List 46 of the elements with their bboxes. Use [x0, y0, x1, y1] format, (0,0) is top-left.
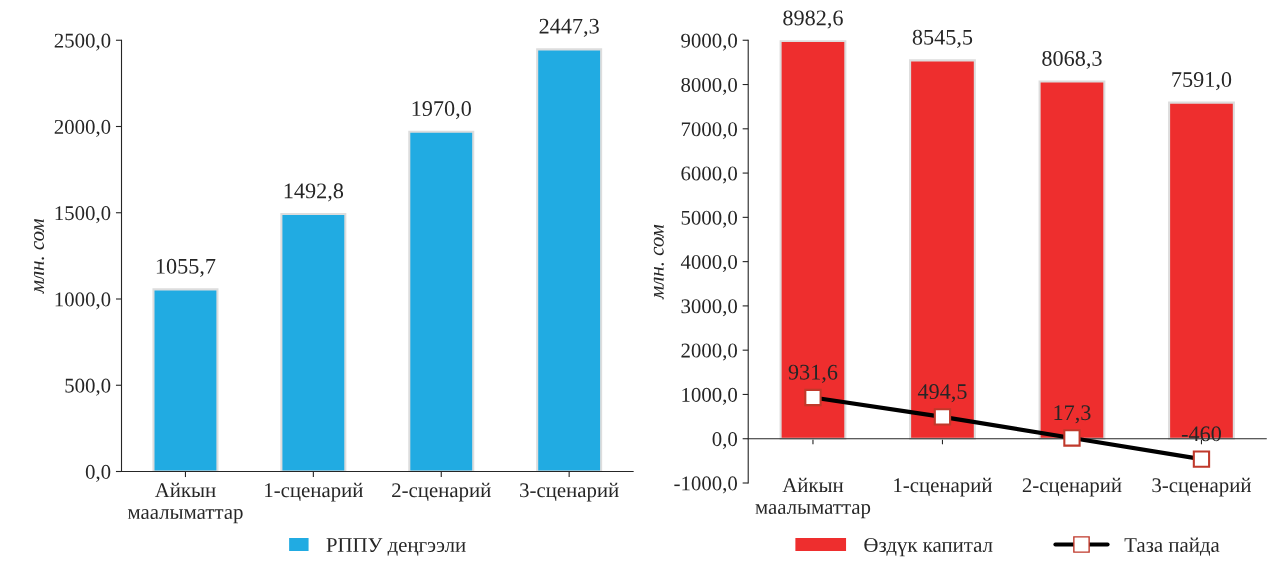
data-label: 494,5 [917, 384, 967, 403]
legend-label: Өздүк капитал [864, 538, 993, 557]
x-tick-label: 2-сценарий [392, 482, 491, 502]
y-tick-label: 9000,0 [681, 33, 737, 51]
legend-label: РППУ деңгээли [326, 538, 466, 556]
y-tick-label: -1000,0 [674, 476, 737, 494]
bar [152, 288, 219, 472]
y-tick-label: 6000,0 [681, 166, 737, 184]
y-tick-label: 500,0 [65, 378, 111, 396]
y-tick-label: 7000,0 [681, 122, 737, 140]
bar [408, 130, 475, 472]
y-tick-label: 0,0 [712, 432, 737, 450]
y-tick-label: 3000,0 [681, 299, 737, 317]
bar [536, 48, 603, 472]
bar [280, 212, 347, 472]
y-tick-label: 8000,0 [681, 77, 737, 95]
data-label: 17,3 [1054, 405, 1091, 424]
data-label: 7591,0 [1172, 72, 1232, 91]
legend-label: Таза пайда [1124, 537, 1220, 556]
x-tick-label: 3-сценарий [1152, 477, 1252, 497]
y-tick-label: 2000,0 [54, 119, 111, 137]
data-label: 1055,7 [156, 258, 216, 277]
data-label: 8068,3 [1042, 50, 1102, 70]
y-tick-label: 4000,0 [680, 255, 737, 273]
x-tick-label: Айкын маалыматтар [127, 482, 243, 524]
y-tick-label: 1000,0 [55, 292, 111, 310]
y-tick-label: 1500,0 [55, 206, 111, 224]
data-label: 931,6 [788, 364, 838, 383]
data-label: -460 [1181, 426, 1221, 442]
x-tick-label: 2-сценарий [1022, 477, 1122, 497]
data-label: 1492,8 [284, 183, 344, 202]
data-label: 1970,0 [412, 101, 471, 120]
x-tick-label: 1-сценарий [894, 477, 993, 497]
data-label: 8982,6 [783, 10, 843, 29]
data-label: 2447,3 [539, 18, 599, 37]
y-tick-label: 5000,0 [681, 210, 737, 228]
y-tick-label: 1000,0 [682, 387, 737, 405]
y-axis-title: млн. сом [653, 224, 664, 300]
data-label: 8545,5 [912, 29, 973, 48]
y-tick-label: 2000,0 [681, 343, 737, 361]
x-tick-label: Айкын маалыматтар [755, 477, 871, 519]
y-tick-label: 0,0 [85, 464, 111, 482]
y-axis-title: млн. сом [33, 219, 45, 294]
x-tick-label: 3-сценарий [520, 482, 619, 502]
x-tick-label: 1-сценарий [265, 482, 363, 502]
y-tick-label: 2500,0 [54, 33, 111, 51]
